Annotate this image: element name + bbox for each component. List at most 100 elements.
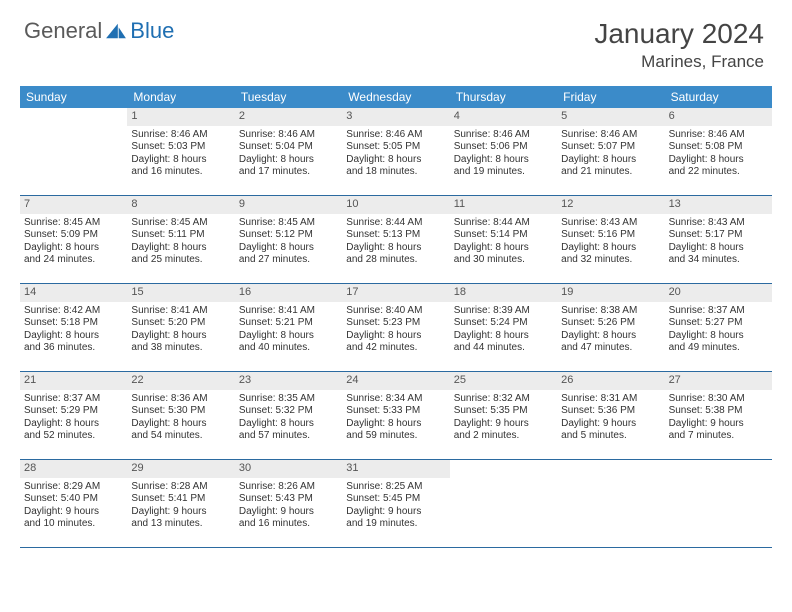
sunrise-text: Sunrise: 8:44 AM <box>346 217 445 230</box>
day-number: 9 <box>235 196 342 214</box>
sunrise-text: Sunrise: 8:28 AM <box>131 481 230 494</box>
day-number: 27 <box>665 372 772 390</box>
sunrise-text: Sunrise: 8:30 AM <box>669 393 768 406</box>
sunset-text: Sunset: 5:45 PM <box>346 493 445 506</box>
dl2-text: and 30 minutes. <box>454 254 553 267</box>
dl1-text: Daylight: 8 hours <box>24 418 123 431</box>
weekday-header: Tuesday <box>235 86 342 108</box>
calendar-cell <box>557 460 664 548</box>
dl1-text: Daylight: 8 hours <box>669 330 768 343</box>
sunrise-text: Sunrise: 8:37 AM <box>669 305 768 318</box>
dl1-text: Daylight: 8 hours <box>131 418 230 431</box>
dl1-text: Daylight: 8 hours <box>239 242 338 255</box>
day-number: 24 <box>342 372 449 390</box>
dl1-text: Daylight: 9 hours <box>24 506 123 519</box>
sunset-text: Sunset: 5:26 PM <box>561 317 660 330</box>
day-number: 7 <box>20 196 127 214</box>
weekday-header: Sunday <box>20 86 127 108</box>
dl2-text: and 27 minutes. <box>239 254 338 267</box>
month-title: January 2024 <box>594 18 764 50</box>
dl2-text: and 2 minutes. <box>454 430 553 443</box>
dl1-text: Daylight: 8 hours <box>669 242 768 255</box>
sunrise-text: Sunrise: 8:46 AM <box>239 129 338 142</box>
sunrise-text: Sunrise: 8:36 AM <box>131 393 230 406</box>
sunrise-text: Sunrise: 8:26 AM <box>239 481 338 494</box>
sunset-text: Sunset: 5:21 PM <box>239 317 338 330</box>
dl1-text: Daylight: 8 hours <box>24 242 123 255</box>
calendar-cell: 25Sunrise: 8:32 AMSunset: 5:35 PMDayligh… <box>450 372 557 460</box>
sunset-text: Sunset: 5:20 PM <box>131 317 230 330</box>
dl2-text: and 16 minutes. <box>239 518 338 531</box>
sunset-text: Sunset: 5:30 PM <box>131 405 230 418</box>
dl2-text: and 42 minutes. <box>346 342 445 355</box>
sunrise-text: Sunrise: 8:32 AM <box>454 393 553 406</box>
calendar-cell: 5Sunrise: 8:46 AMSunset: 5:07 PMDaylight… <box>557 108 664 196</box>
sunset-text: Sunset: 5:04 PM <box>239 141 338 154</box>
calendar-cell: 13Sunrise: 8:43 AMSunset: 5:17 PMDayligh… <box>665 196 772 284</box>
calendar-cell: 6Sunrise: 8:46 AMSunset: 5:08 PMDaylight… <box>665 108 772 196</box>
sunrise-text: Sunrise: 8:38 AM <box>561 305 660 318</box>
dl2-text: and 52 minutes. <box>24 430 123 443</box>
calendar-cell: 8Sunrise: 8:45 AMSunset: 5:11 PMDaylight… <box>127 196 234 284</box>
day-number: 5 <box>557 108 664 126</box>
sunrise-text: Sunrise: 8:35 AM <box>239 393 338 406</box>
sunrise-text: Sunrise: 8:46 AM <box>131 129 230 142</box>
dl2-text: and 18 minutes. <box>346 166 445 179</box>
dl2-text: and 59 minutes. <box>346 430 445 443</box>
calendar-cell: 21Sunrise: 8:37 AMSunset: 5:29 PMDayligh… <box>20 372 127 460</box>
brand-part1: General <box>24 18 102 44</box>
weekday-header: Wednesday <box>342 86 449 108</box>
day-number: 19 <box>557 284 664 302</box>
dl2-text: and 49 minutes. <box>669 342 768 355</box>
sunset-text: Sunset: 5:27 PM <box>669 317 768 330</box>
sunrise-text: Sunrise: 8:41 AM <box>239 305 338 318</box>
sunrise-text: Sunrise: 8:46 AM <box>454 129 553 142</box>
calendar-cell: 23Sunrise: 8:35 AMSunset: 5:32 PMDayligh… <box>235 372 342 460</box>
sunrise-text: Sunrise: 8:29 AM <box>24 481 123 494</box>
day-number: 23 <box>235 372 342 390</box>
sunset-text: Sunset: 5:35 PM <box>454 405 553 418</box>
sunset-text: Sunset: 5:06 PM <box>454 141 553 154</box>
dl1-text: Daylight: 8 hours <box>131 330 230 343</box>
sunset-text: Sunset: 5:24 PM <box>454 317 553 330</box>
day-number: 8 <box>127 196 234 214</box>
dl2-text: and 7 minutes. <box>669 430 768 443</box>
sunset-text: Sunset: 5:43 PM <box>239 493 338 506</box>
day-number: 1 <box>127 108 234 126</box>
dl2-text: and 17 minutes. <box>239 166 338 179</box>
page-header: General Blue January 2024 Marines, Franc… <box>0 0 792 80</box>
dl1-text: Daylight: 8 hours <box>239 418 338 431</box>
sunset-text: Sunset: 5:16 PM <box>561 229 660 242</box>
day-number: 6 <box>665 108 772 126</box>
dl2-text: and 21 minutes. <box>561 166 660 179</box>
dl1-text: Daylight: 9 hours <box>561 418 660 431</box>
day-number: 28 <box>20 460 127 478</box>
calendar-cell: 11Sunrise: 8:44 AMSunset: 5:14 PMDayligh… <box>450 196 557 284</box>
day-number: 17 <box>342 284 449 302</box>
calendar-cell: 12Sunrise: 8:43 AMSunset: 5:16 PMDayligh… <box>557 196 664 284</box>
day-number: 22 <box>127 372 234 390</box>
dl2-text: and 16 minutes. <box>131 166 230 179</box>
brand-logo: General Blue <box>24 18 174 44</box>
sunrise-text: Sunrise: 8:43 AM <box>669 217 768 230</box>
sunset-text: Sunset: 5:03 PM <box>131 141 230 154</box>
dl1-text: Daylight: 9 hours <box>239 506 338 519</box>
day-number: 4 <box>450 108 557 126</box>
dl1-text: Daylight: 8 hours <box>561 154 660 167</box>
dl2-text: and 38 minutes. <box>131 342 230 355</box>
dl1-text: Daylight: 8 hours <box>131 154 230 167</box>
calendar-cell: 26Sunrise: 8:31 AMSunset: 5:36 PMDayligh… <box>557 372 664 460</box>
dl1-text: Daylight: 8 hours <box>561 242 660 255</box>
weekday-header: Friday <box>557 86 664 108</box>
dl2-text: and 19 minutes. <box>454 166 553 179</box>
dl1-text: Daylight: 8 hours <box>346 154 445 167</box>
sunrise-text: Sunrise: 8:44 AM <box>454 217 553 230</box>
calendar-cell: 18Sunrise: 8:39 AMSunset: 5:24 PMDayligh… <box>450 284 557 372</box>
weekday-header: Thursday <box>450 86 557 108</box>
calendar-cell: 7Sunrise: 8:45 AMSunset: 5:09 PMDaylight… <box>20 196 127 284</box>
sunset-text: Sunset: 5:08 PM <box>669 141 768 154</box>
day-number: 10 <box>342 196 449 214</box>
day-number: 3 <box>342 108 449 126</box>
calendar-cell <box>665 460 772 548</box>
sunset-text: Sunset: 5:05 PM <box>346 141 445 154</box>
